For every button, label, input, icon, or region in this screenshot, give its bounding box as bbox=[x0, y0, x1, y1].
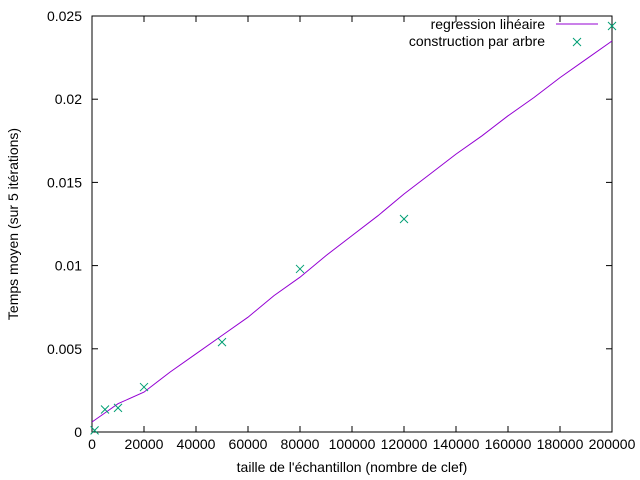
x-tick-label: 20000 bbox=[125, 436, 164, 452]
data-point-construction bbox=[295, 264, 305, 274]
y-tick-label: 0.02 bbox=[55, 91, 82, 107]
x-tick-label: 100000 bbox=[329, 436, 376, 452]
data-point-construction bbox=[217, 337, 227, 347]
legend: regression linéaire construction par arb… bbox=[409, 16, 598, 49]
x-tick-label: 60000 bbox=[229, 436, 268, 452]
legend-label-construction: construction par arbre bbox=[409, 33, 545, 49]
series-line-regression bbox=[91, 40, 613, 423]
data-point-construction bbox=[139, 382, 149, 392]
data-point-construction bbox=[399, 214, 409, 224]
y-axis-title: Temps moyen (sur 5 itérations) bbox=[5, 128, 21, 320]
x-tick-label: 0 bbox=[88, 436, 96, 452]
data-point-construction bbox=[607, 21, 617, 31]
data-point-construction bbox=[100, 405, 110, 414]
plot-border bbox=[91, 15, 613, 433]
y-tick-label: 0.025 bbox=[47, 8, 82, 24]
plot-series bbox=[90, 21, 617, 435]
y-axis: 0 0.005 0.01 0.015 0.02 0.025 bbox=[47, 8, 612, 440]
x-axis: 0 20000 40000 60000 80000 100000 120000 140000 1… bbox=[88, 16, 636, 452]
x-tick-label: 200000 bbox=[589, 436, 636, 452]
y-tick-label: 0.01 bbox=[55, 258, 82, 274]
x-tick-label: 160000 bbox=[485, 436, 532, 452]
x-tick-label: 40000 bbox=[177, 436, 216, 452]
data-point-construction bbox=[113, 403, 123, 413]
y-tick-label: 0.015 bbox=[47, 174, 82, 190]
x-tick-label: 120000 bbox=[381, 436, 428, 452]
legend-marker-construction bbox=[572, 37, 582, 47]
x-tick-label: 180000 bbox=[537, 436, 584, 452]
x-tick-label: 80000 bbox=[281, 436, 320, 452]
y-tick-label: 0 bbox=[74, 424, 82, 440]
y-tick-label: 0.005 bbox=[47, 341, 82, 357]
x-axis-title: taille de l'échantillon (nombre de clef) bbox=[237, 459, 468, 475]
legend-label-regression: regression linéaire bbox=[431, 16, 546, 32]
plot-frame-group bbox=[91, 15, 613, 433]
data-point-construction bbox=[90, 425, 99, 435]
x-tick-label: 140000 bbox=[433, 436, 480, 452]
